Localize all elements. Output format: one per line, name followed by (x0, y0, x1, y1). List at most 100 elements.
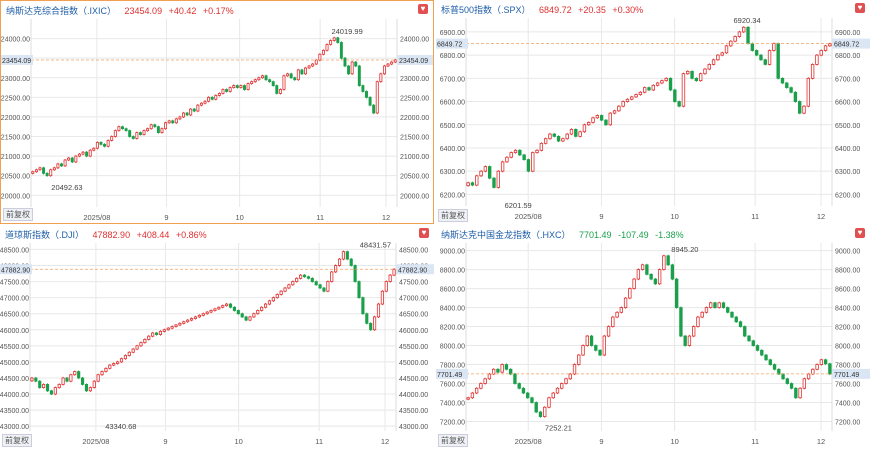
current-price-tag-left (1, 54, 33, 65)
candle-body (357, 281, 361, 299)
x-tick-label: 12 (381, 437, 389, 446)
candle-body (95, 141, 99, 149)
candle-body (154, 332, 159, 335)
y-tick-label-left: 44500.00 (0, 376, 29, 383)
candle-body (343, 57, 347, 67)
candle-body (522, 154, 526, 160)
candle-body (700, 311, 704, 318)
candle-body (149, 124, 153, 130)
candle-body (350, 61, 354, 75)
candle-body (53, 387, 57, 395)
candle-body (500, 161, 505, 172)
current-price-tag-right (832, 38, 870, 49)
candle-body (720, 52, 724, 56)
chart-panel-dji[interactable]: 48500.0048500.0048000.0048000.0047500.00… (0, 225, 434, 449)
candle-body (382, 65, 386, 75)
chart-panel-ixic[interactable]: 24000.0024000.0023500.0023500.0023000.00… (0, 0, 434, 224)
candle-body (734, 316, 738, 323)
candle-body (474, 387, 479, 394)
close-icon[interactable]: ♥ (419, 228, 429, 238)
candle-body (670, 264, 675, 280)
high-annotation: 24019.99 (331, 27, 362, 36)
y-tick-label-right: 44000.00 (399, 392, 428, 399)
chart-title-spx: 标普500指数（.SPX） 6849.72 +20.35 +0.30% (441, 3, 647, 16)
candle-body (534, 402, 538, 413)
x-tick-label: 9 (164, 213, 168, 222)
candle-body (551, 392, 555, 399)
candle-body (61, 377, 65, 385)
candle-body (199, 102, 203, 106)
x-tick-label: 10 (670, 437, 678, 446)
candle-body (798, 387, 802, 399)
candle-body (171, 120, 175, 124)
candle-body (561, 138, 565, 142)
candle-body (636, 269, 641, 280)
chart-panel-hxc[interactable]: 9000.00 9000.00 8800.00 8800.00 8600.00 8600.… (436, 225, 870, 449)
candle-body (653, 278, 658, 285)
candle-body (203, 100, 207, 104)
y-tick-label-right: 46000.00 (399, 328, 428, 335)
candle-body (60, 163, 63, 167)
candle-body (750, 43, 755, 51)
index-name[interactable]: 标普500指数（.SPX） (441, 5, 531, 15)
candle-body (228, 303, 233, 308)
adjust-button[interactable]: 前复权 (2, 434, 32, 447)
candlestick-chart-ixic: 24000.0024000.0023500.0023500.0023000.00… (1, 19, 433, 222)
y-tick-label-right: 47500.00 (399, 280, 428, 287)
candle-body (393, 59, 397, 63)
index-change: -107.49 (618, 230, 649, 240)
candle-body (354, 61, 358, 67)
candle-body (491, 368, 496, 375)
current-price-tag-right (397, 54, 433, 65)
candlestick-chart-dji: 48500.0048500.0048000.0048000.0047500.00… (0, 241, 434, 446)
y-tick-label-left: 8200.00 (440, 325, 465, 332)
candle-body (746, 26, 750, 44)
candle-body (386, 63, 390, 67)
x-tick-label: 2025/08 (515, 437, 542, 446)
candle-body (186, 319, 190, 323)
candle-body (599, 115, 604, 121)
y-tick-label-right: 6900.00 (835, 30, 860, 37)
candle-body (217, 93, 221, 96)
candle-body (591, 117, 595, 123)
candle-body (815, 54, 819, 65)
candle-body (819, 359, 824, 365)
y-tick-label-left: 8000.00 (440, 344, 465, 351)
candle-body (325, 44, 329, 51)
close-icon[interactable]: ♥ (418, 4, 428, 14)
candle-body (707, 64, 711, 70)
candle-body (535, 149, 539, 154)
index-change: +40.42 (168, 6, 197, 16)
candle-body (780, 77, 785, 84)
candle-body (192, 108, 196, 112)
x-tick-label: 11 (751, 212, 759, 221)
close-icon[interactable]: ♥ (855, 3, 865, 13)
candle-body (785, 82, 789, 89)
candle-body (713, 302, 717, 308)
index-name[interactable]: 道琼斯指数（.DJI） (5, 230, 85, 240)
candle-body (45, 384, 50, 392)
candle-body (263, 303, 268, 308)
index-name[interactable]: 纳斯达克中国金龙指数（.HXC） (441, 230, 571, 240)
y-tick-label-left: 22000.00 (1, 115, 30, 122)
index-name[interactable]: 纳斯达克综合指数（.IXIC） (6, 6, 117, 16)
candle-body (531, 152, 535, 172)
candle-body (210, 96, 214, 100)
candle-body (361, 85, 365, 92)
candle-body (483, 378, 487, 384)
adjust-button[interactable]: 前复权 (3, 208, 33, 221)
candle-body (781, 373, 785, 380)
candle-body (717, 302, 721, 308)
close-icon[interactable]: ♥ (855, 228, 865, 238)
y-tick-label-right: 9000.00 (835, 249, 860, 256)
candle-body (392, 268, 396, 276)
chart-panel-spx[interactable]: 6900.00 6900.00 6800.00 6800.00 6700.00 6700.… (436, 0, 870, 224)
current-price-tag-right (396, 264, 434, 275)
adjust-button[interactable]: 前复权 (438, 434, 468, 447)
candle-body (568, 373, 572, 380)
candle-body (742, 26, 746, 33)
candle-body (162, 329, 166, 332)
candle-body (151, 332, 155, 337)
candle-body (221, 89, 225, 94)
adjust-button[interactable]: 前复权 (438, 209, 468, 222)
